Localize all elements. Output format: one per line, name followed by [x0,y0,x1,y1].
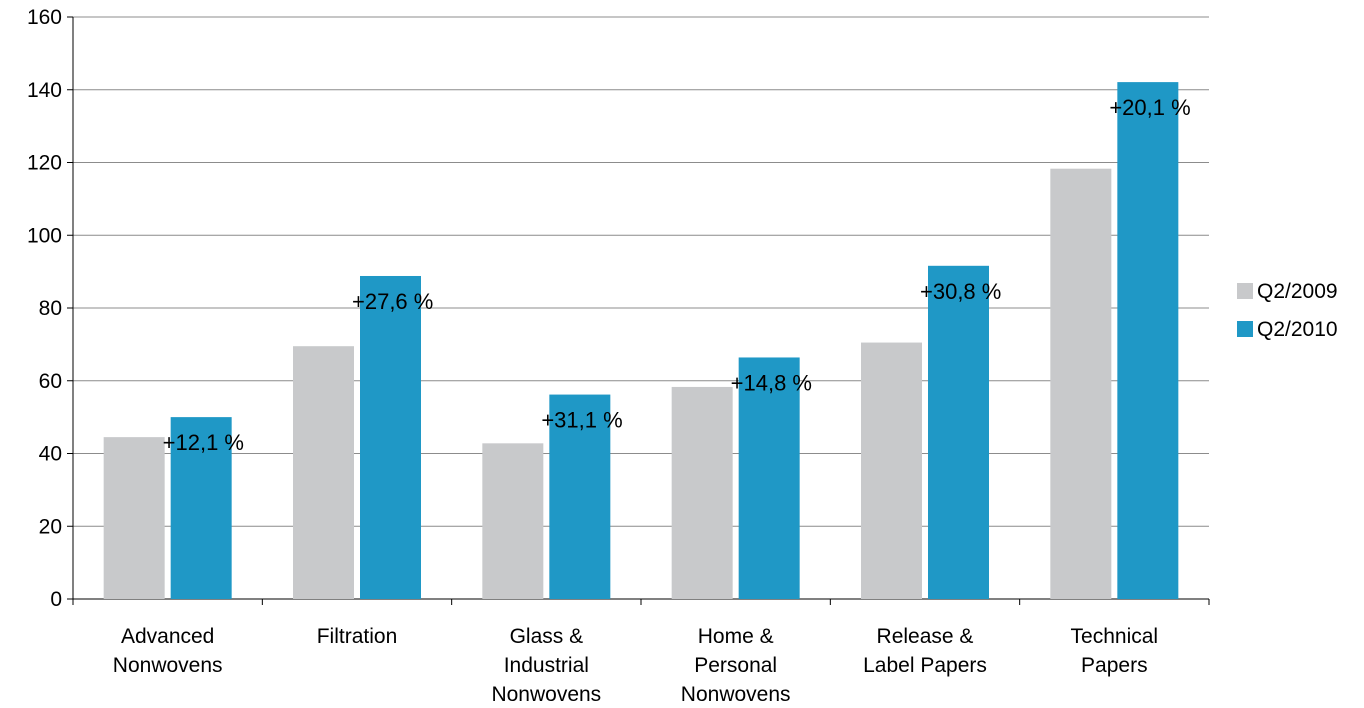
category-label: Advanced Nonwovens [113,625,223,677]
bar-q22010 [1117,82,1179,599]
bar-q22010 [170,417,232,599]
y-tick-label: 40 [39,443,62,466]
y-tick-label: 140 [27,79,62,102]
category-labels: Advanced Nonwovens Filtration Glass & Indust… [113,625,1158,706]
data-labels: +12,1 % +27,6 % +31,1 % +14,8 % +30,8 % +20,1… [163,95,1191,455]
y-tick-label: 60 [39,370,62,393]
y-tick-label: 100 [27,224,62,247]
data-label: +20,1 % [1109,95,1190,120]
category-label: Filtration [317,625,398,648]
bar-q22009 [103,437,165,599]
category-label: Glass & Industrial Nonwovens [491,625,601,706]
bar-q22010 [738,357,800,599]
gridlines [73,16,1209,527]
data-label: +31,1 % [541,408,622,433]
data-label: +30,8 % [920,279,1001,304]
category-label: Technical Papers [1071,625,1159,677]
data-label: +27,6 % [352,289,433,314]
bar-q22010 [549,394,611,599]
category-label: Home & Personal Nonwovens [681,625,791,706]
bar-q22010 [360,275,421,599]
bar-q22009 [861,342,922,599]
legend-swatch [1237,321,1253,337]
legend-label: Q2/2010 [1257,318,1338,341]
bar-q22009 [671,386,733,599]
data-label: +14,8 % [731,370,812,395]
axes: 0 20 40 60 80 100 120 140 160 [27,6,1210,611]
data-label: +12,1 % [163,430,244,455]
legend-label: Q2/2009 [1257,280,1338,303]
y-tick-label: 80 [39,297,62,320]
legend-swatch [1237,283,1253,299]
category-label: Release & Label Papers [863,625,987,677]
bars [103,82,1179,599]
bar-q22009 [1050,168,1112,599]
y-tick-label: 160 [27,6,62,29]
y-tick-label: 20 [39,515,62,538]
y-tick-label: 120 [27,152,62,175]
y-tick-label: 0 [50,588,62,611]
bar-q22009 [482,443,544,599]
bar-q22009 [293,346,354,599]
legend: Q2/2009 Q2/2010 [1237,280,1338,341]
bar-q22010 [928,265,989,599]
